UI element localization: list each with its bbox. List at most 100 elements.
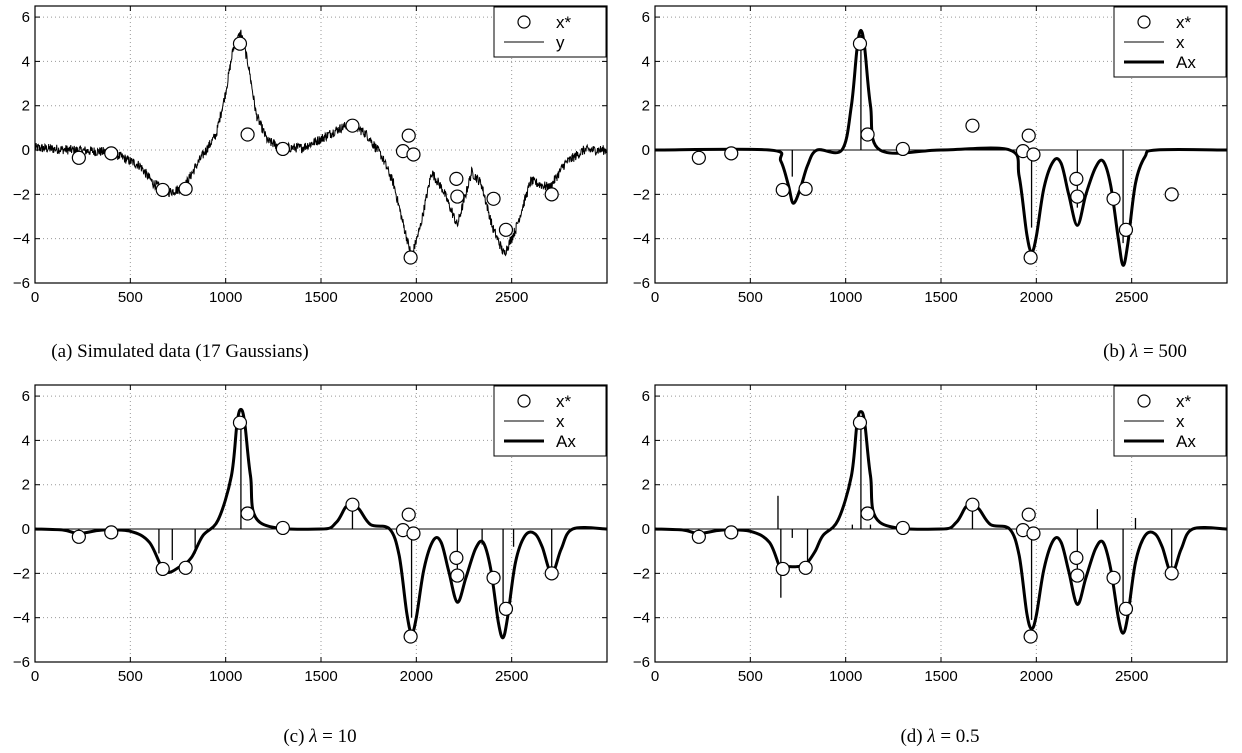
- caption-c: (c) λ = 10: [283, 726, 356, 747]
- truth-point: [406, 147, 421, 162]
- truth-point: [691, 150, 706, 165]
- truth-point: [798, 560, 813, 575]
- truth-point: [449, 171, 464, 186]
- y-tick-label: −4: [13, 231, 30, 248]
- x-tick-label: 0: [651, 289, 659, 306]
- legend: x*xAx: [1113, 385, 1227, 457]
- y-tick-label: −6: [633, 275, 650, 292]
- y-tick-label: −2: [633, 565, 650, 582]
- truth-point: [691, 529, 706, 544]
- x-tick-label: 2000: [1020, 289, 1053, 306]
- legend-marker-circle: [1137, 394, 1151, 408]
- y-tick-label: 6: [642, 388, 650, 405]
- plot-content-a: [35, 29, 607, 265]
- truth-point: [486, 191, 501, 206]
- x-tick-label: 1500: [304, 668, 337, 685]
- truth-point: [155, 561, 170, 577]
- caption-a: (a) Simulated data (17 Gaussians): [51, 341, 308, 362]
- y-tick-label: −4: [13, 610, 30, 627]
- series-y-line: [35, 29, 607, 257]
- legend: x*xAx: [1113, 6, 1227, 78]
- y-tick-label: 2: [642, 477, 650, 494]
- x-tick-label: 1500: [304, 289, 337, 306]
- legend-label: x: [1176, 412, 1185, 431]
- y-tick-label: 6: [22, 388, 30, 405]
- legend-marker-circle: [517, 394, 531, 408]
- truth-point: [860, 506, 875, 521]
- y-tick-label: 6: [642, 9, 650, 26]
- y-tick-label: −2: [13, 565, 30, 582]
- truth-point: [345, 497, 360, 512]
- legend-marker-circle: [517, 15, 531, 29]
- truth-point: [1069, 550, 1084, 565]
- y-tick-label: 2: [642, 98, 650, 115]
- truth-point: [403, 250, 418, 265]
- truth-point: [860, 127, 875, 142]
- x-tick-label: 1000: [209, 668, 242, 685]
- legend-marker-circle: [1137, 15, 1151, 29]
- x-tick-label: 2000: [400, 289, 433, 306]
- truth-point: [1023, 629, 1038, 644]
- x-tick-label: 0: [31, 668, 39, 685]
- plot-content-c: [35, 407, 607, 644]
- legend-label: x*: [1176, 13, 1192, 32]
- truth-point: [1070, 189, 1085, 204]
- truth-point: [965, 118, 980, 133]
- panel-c: 0 500 1000 1500 2000 2500 −6 −4 −2 0 2 4 6 x*xAx (c) λ…: [13, 384, 608, 747]
- truth-point: [1118, 601, 1134, 616]
- truth-point: [775, 561, 790, 577]
- truth-point: [895, 141, 910, 157]
- legend-label: x*: [556, 13, 572, 32]
- x-tick-label: 2500: [1115, 289, 1148, 306]
- truth-point: [449, 550, 464, 565]
- truth-point: [104, 525, 119, 540]
- x-tick-label: 1000: [209, 289, 242, 306]
- truth-point: [544, 187, 559, 202]
- y-tick-label: −6: [13, 275, 30, 292]
- x-tick-label: 1500: [924, 668, 957, 685]
- truth-point: [232, 415, 248, 430]
- legend: x*y: [493, 6, 607, 58]
- x-tick-label: 2500: [495, 668, 528, 685]
- truth-point: [450, 568, 465, 583]
- y-tick-label: 0: [22, 142, 30, 159]
- x-tick-label: 1500: [924, 289, 957, 306]
- truth-point: [498, 222, 514, 237]
- panel-b: 0 500 1000 1500 2000 2500 −6 −4 −2 0 2 4 6 x*xAx (b) λ…: [633, 5, 1228, 362]
- x-tick-label: 500: [118, 289, 143, 306]
- y-tick-label: −4: [633, 231, 650, 248]
- y-tick-label: 2: [22, 477, 30, 494]
- truth-point: [486, 570, 501, 585]
- truth-point: [965, 497, 980, 512]
- truth-point: [345, 118, 360, 133]
- truth-point: [498, 601, 514, 616]
- y-tick-label: 4: [22, 53, 30, 70]
- truth-point: [724, 525, 739, 540]
- y-tick-label: 4: [642, 432, 650, 449]
- x-tick-label: 0: [651, 668, 659, 685]
- truth-point: [275, 520, 290, 536]
- y-tick-label: −6: [13, 654, 30, 671]
- series-ax-line: [655, 28, 1227, 267]
- truth-point: [450, 189, 465, 204]
- truth-point: [724, 146, 739, 161]
- truth-point: [1069, 171, 1084, 186]
- y-tick-label: 4: [22, 432, 30, 449]
- legend-label: Ax: [556, 432, 576, 451]
- truth-point: [275, 141, 290, 157]
- y-tick-label: −4: [633, 610, 650, 627]
- truth-point: [895, 520, 910, 536]
- legend-label: Ax: [1176, 432, 1196, 451]
- truth-point: [544, 566, 559, 581]
- truth-point: [1023, 250, 1038, 265]
- y-tick-label: −6: [633, 654, 650, 671]
- series-ax-line: [655, 410, 1227, 635]
- truth-point: [1118, 222, 1134, 237]
- y-tick-label: 6: [22, 9, 30, 26]
- x-tick-label: 500: [738, 668, 763, 685]
- x-tick-label: 500: [738, 289, 763, 306]
- y-tick-label: −2: [13, 186, 30, 203]
- truth-point: [155, 182, 170, 198]
- legend: x*xAx: [493, 385, 607, 457]
- legend-box: [493, 6, 607, 58]
